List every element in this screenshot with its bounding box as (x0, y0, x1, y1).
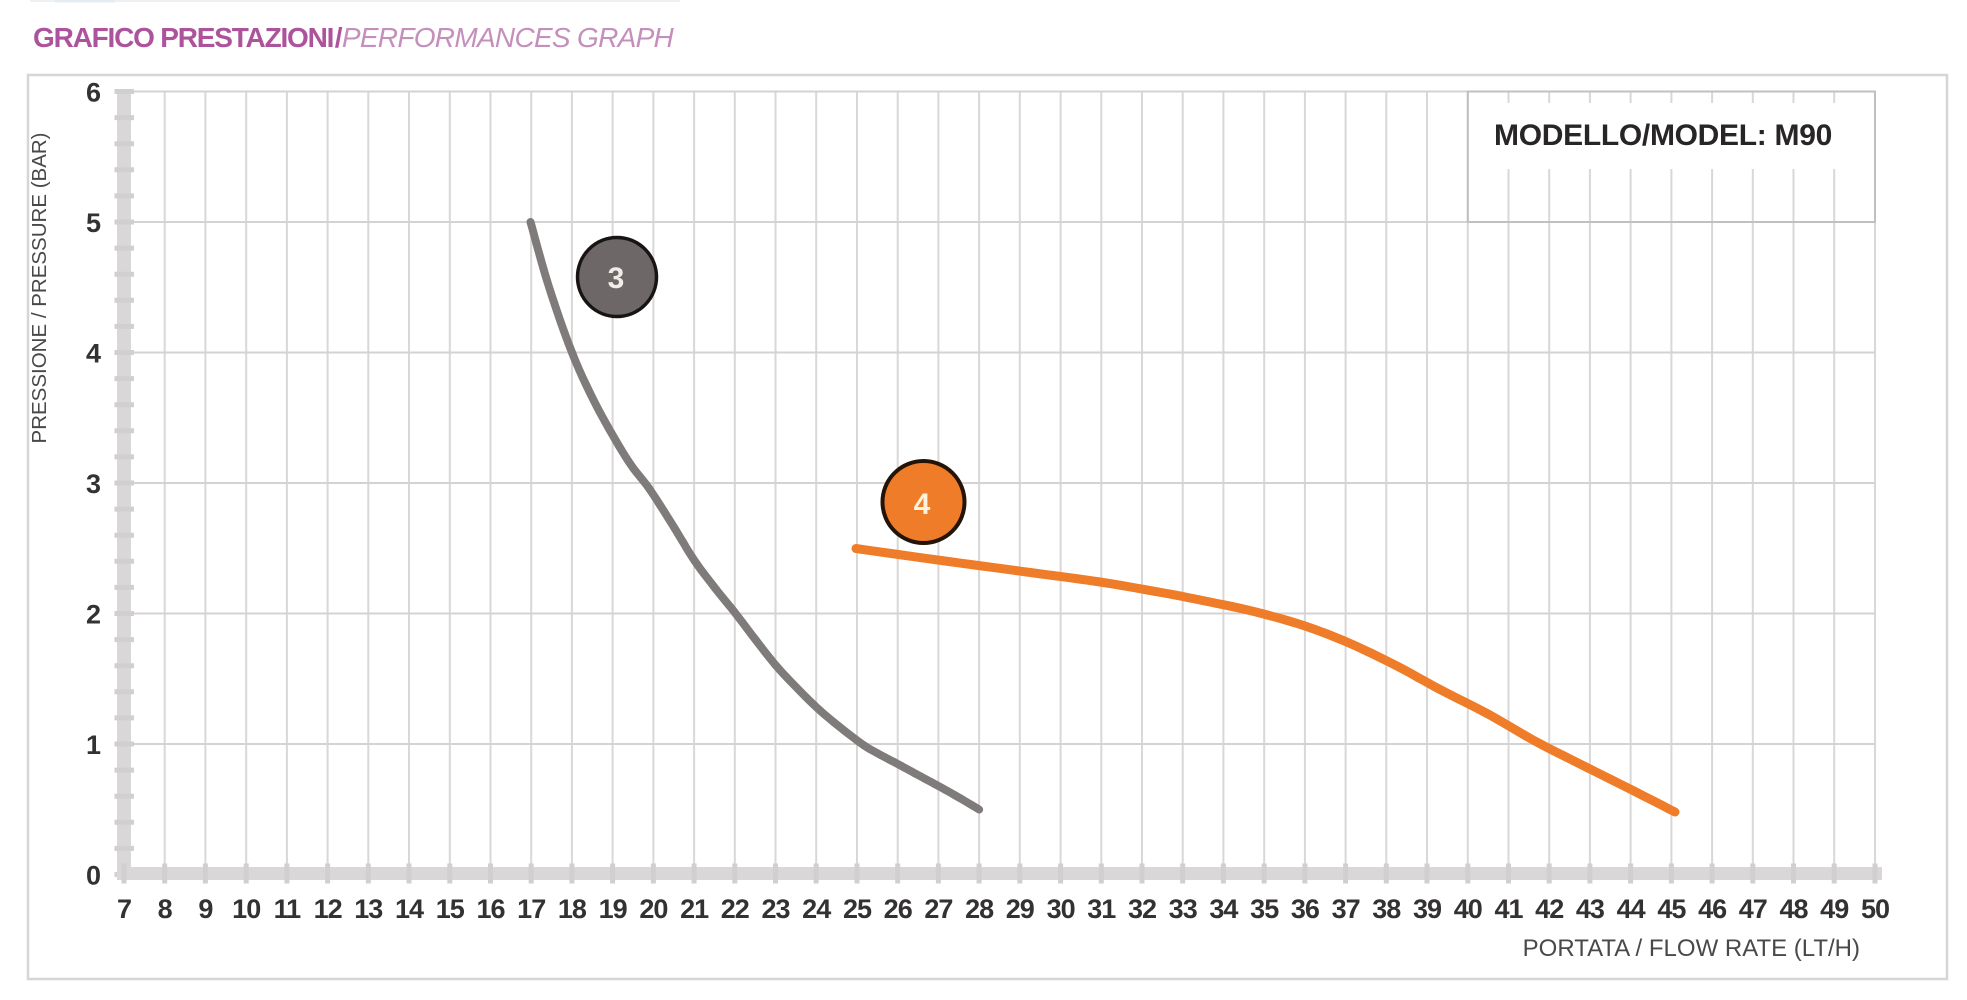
svg-text:22: 22 (721, 894, 749, 924)
svg-text:23: 23 (761, 894, 790, 924)
svg-text:19: 19 (599, 894, 628, 924)
svg-text:PORTATA / FLOW RATE (LT/H): PORTATA / FLOW RATE (LT/H) (1523, 935, 1860, 962)
svg-text:45: 45 (1657, 894, 1686, 924)
svg-text:4: 4 (914, 488, 931, 521)
svg-text:7: 7 (117, 894, 131, 924)
svg-text:40: 40 (1454, 894, 1482, 924)
svg-text:48: 48 (1779, 894, 1808, 924)
svg-text:50: 50 (1861, 894, 1889, 924)
svg-text:41: 41 (1494, 894, 1523, 924)
svg-text:13: 13 (354, 894, 383, 924)
svg-text:37: 37 (1332, 894, 1360, 924)
svg-text:24: 24 (802, 894, 831, 924)
svg-text:11: 11 (274, 894, 302, 924)
svg-text:34: 34 (1209, 894, 1238, 924)
svg-text:MODELLO/MODEL: M90: MODELLO/MODEL: M90 (1494, 119, 1832, 152)
svg-text:2: 2 (86, 600, 101, 630)
svg-text:0: 0 (86, 861, 101, 891)
svg-text:26: 26 (884, 894, 913, 924)
svg-text:9: 9 (198, 894, 213, 924)
svg-text:3: 3 (608, 262, 625, 295)
svg-text:42: 42 (1535, 894, 1563, 924)
svg-text:35: 35 (1250, 894, 1279, 924)
svg-text:4: 4 (86, 339, 101, 369)
svg-text:47: 47 (1739, 894, 1767, 924)
svg-text:39: 39 (1413, 894, 1442, 924)
svg-text:27: 27 (924, 894, 952, 924)
svg-text:36: 36 (1291, 894, 1320, 924)
svg-text:15: 15 (436, 894, 465, 924)
svg-text:16: 16 (476, 894, 505, 924)
svg-text:21: 21 (680, 894, 709, 924)
svg-text:1: 1 (86, 730, 101, 760)
svg-text:8: 8 (158, 894, 173, 924)
svg-text:GRAFICO PRESTAZIONI/PERFORMANC: GRAFICO PRESTAZIONI/PERFORMANCES GRAPH (33, 22, 675, 53)
svg-text:10: 10 (232, 894, 260, 924)
svg-text:46: 46 (1698, 894, 1727, 924)
svg-text:32: 32 (1128, 894, 1156, 924)
svg-text:20: 20 (639, 894, 667, 924)
svg-text:49: 49 (1820, 894, 1849, 924)
svg-text:5: 5 (86, 208, 101, 238)
svg-text:29: 29 (1006, 894, 1035, 924)
svg-text:43: 43 (1576, 894, 1605, 924)
svg-text:31: 31 (1087, 894, 1116, 924)
svg-text:12: 12 (314, 894, 342, 924)
svg-text:30: 30 (1047, 894, 1075, 924)
svg-text:17: 17 (517, 894, 545, 924)
svg-text:18: 18 (558, 894, 587, 924)
svg-text:33: 33 (1169, 894, 1198, 924)
svg-text:44: 44 (1617, 894, 1646, 924)
svg-text:PRESSIONE / PRESSURE (BAR): PRESSIONE / PRESSURE (BAR) (28, 133, 51, 444)
svg-text:14: 14 (395, 894, 424, 924)
svg-text:38: 38 (1372, 894, 1401, 924)
svg-text:28: 28 (965, 894, 994, 924)
svg-text:6: 6 (86, 78, 101, 108)
svg-text:25: 25 (843, 894, 872, 924)
svg-text:3: 3 (86, 469, 101, 499)
